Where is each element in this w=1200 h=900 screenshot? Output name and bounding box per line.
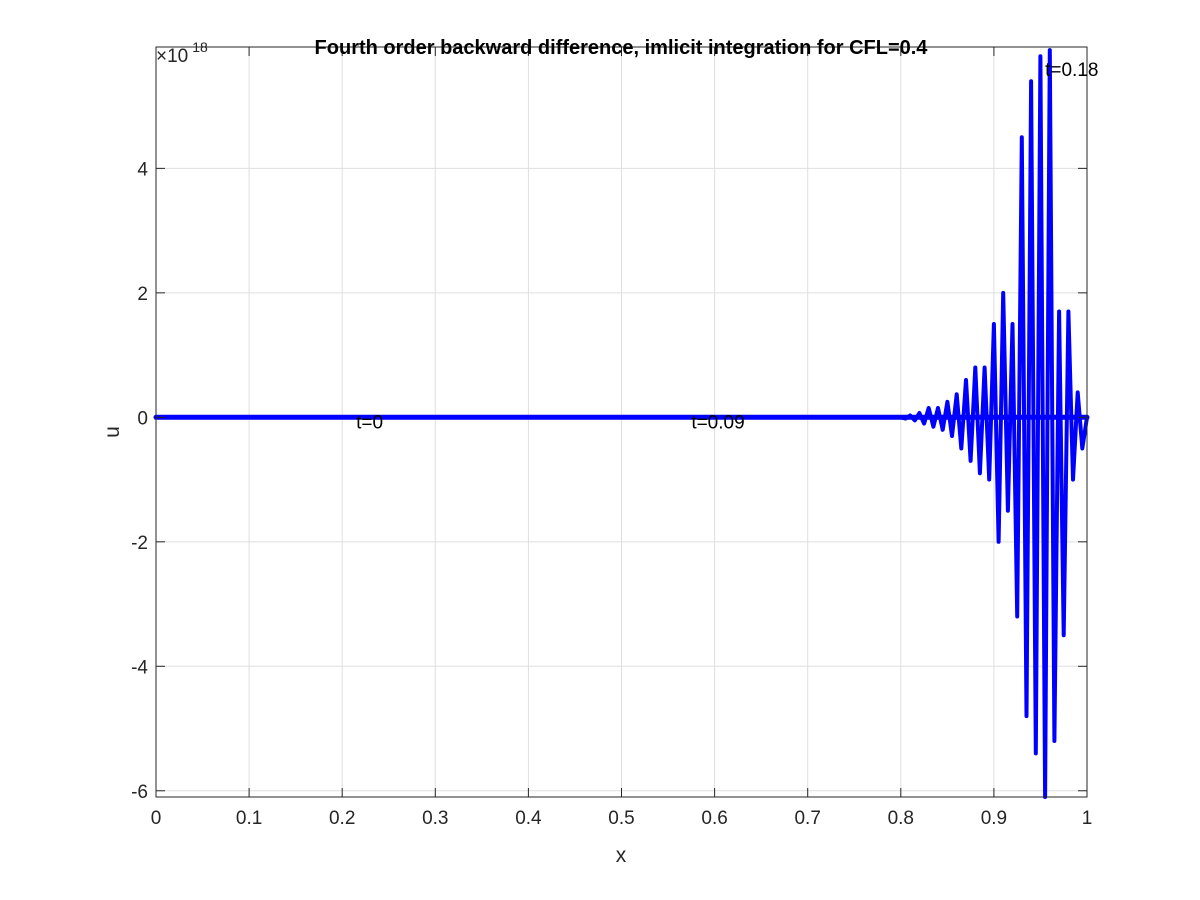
y-tick-label: -6 — [131, 782, 148, 803]
x-tick-label: 1 — [1082, 808, 1093, 829]
x-tick-label: 0.8 — [888, 808, 914, 829]
y-tick-label: 2 — [137, 284, 148, 305]
x-tick-label: 0 — [151, 808, 162, 829]
y-axis-label: u — [101, 426, 124, 438]
y-tick-label: -4 — [131, 657, 148, 678]
annotation-label: t=0.18 — [1045, 60, 1098, 81]
x-tick-label: 0.2 — [329, 808, 355, 829]
y-tick-label: 4 — [137, 159, 148, 180]
annotation-label: t=0 — [356, 412, 383, 433]
series-layer — [153, 48, 1090, 799]
axes-box — [155, 46, 1088, 798]
chart-title: Fourth order backward difference, imlici… — [315, 37, 929, 59]
annotation-label: t=0.09 — [691, 412, 744, 433]
x-tick-label: 0.4 — [515, 808, 542, 829]
annotations: t=0 t=0.09 t=0.18 — [356, 60, 1098, 433]
x-tick-label: 0.9 — [981, 808, 1007, 829]
y-tick-labels: -6 -4 -2 0 2 4 — [131, 159, 148, 802]
x-tick-label: 0.6 — [701, 808, 727, 829]
y-tick-label: 0 — [137, 408, 148, 429]
x-tick-labels: 0 0.1 0.2 0.3 0.4 0.5 0.6 0.7 0.8 0.9 1 — [151, 808, 1093, 829]
series-line-1 — [154, 48, 1089, 799]
y-multiplier: ×10 18 — [156, 39, 208, 67]
x-tick-label: 0.7 — [794, 808, 820, 829]
x-tick-label: 0.5 — [608, 808, 634, 829]
y-multiplier-exponent: 18 — [192, 39, 208, 55]
x-tick-label: 0.3 — [422, 808, 448, 829]
y-multiplier-prefix: ×10 — [156, 46, 188, 67]
x-tick-label: 0.1 — [236, 808, 262, 829]
y-tick-label: -2 — [131, 533, 148, 554]
axes — [155, 46, 1088, 798]
x-axis-label: x — [616, 844, 627, 867]
